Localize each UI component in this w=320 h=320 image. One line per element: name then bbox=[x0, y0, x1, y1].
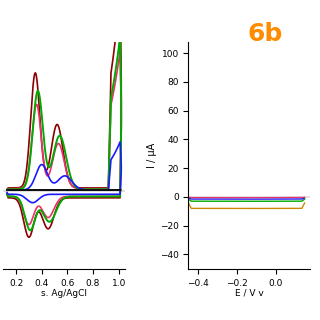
Y-axis label: I / μA: I / μA bbox=[147, 143, 157, 168]
Text: 6b: 6b bbox=[248, 22, 283, 46]
X-axis label: E / V v: E / V v bbox=[235, 289, 264, 298]
X-axis label: s. Ag/AgCl: s. Ag/AgCl bbox=[41, 289, 87, 298]
